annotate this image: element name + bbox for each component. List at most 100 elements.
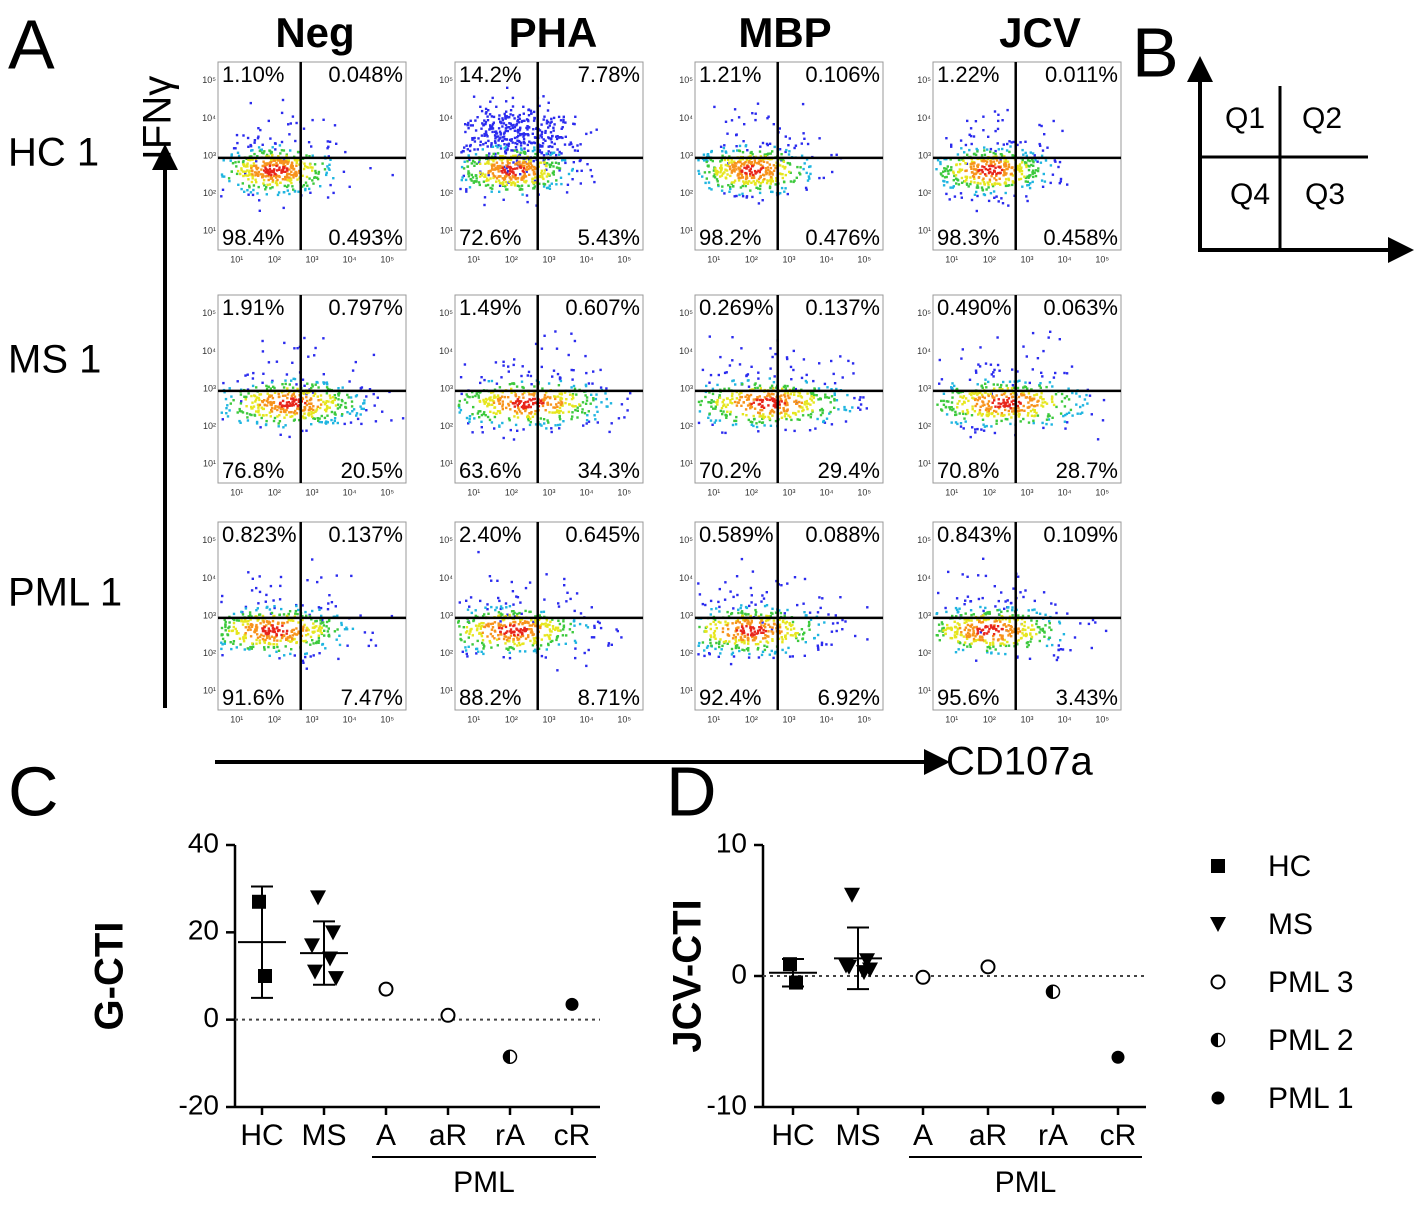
event-dot	[542, 418, 546, 421]
event-dot	[269, 159, 273, 162]
event-dot	[533, 638, 536, 642]
event-dot	[513, 149, 516, 152]
event-dot	[584, 354, 587, 358]
event-dot	[761, 399, 765, 402]
event-dot	[506, 170, 510, 173]
y-tick-label: 10⁴	[917, 346, 931, 356]
event-dot	[522, 642, 525, 645]
y-tick-label: 10²	[680, 188, 693, 198]
y-tick-label: 10³	[440, 610, 453, 620]
event-dot	[514, 175, 517, 178]
quadrant-percent: 70.8%	[937, 458, 999, 483]
x-tick-label: 10²	[745, 254, 758, 264]
event-dot	[511, 646, 514, 650]
event-dot	[982, 115, 985, 118]
event-dot	[730, 181, 734, 184]
event-dot	[479, 599, 482, 603]
event-dot	[960, 168, 964, 171]
event-dot	[518, 650, 522, 653]
event-dot	[558, 427, 561, 430]
event-dot	[1002, 401, 1005, 404]
event-dot	[766, 179, 769, 182]
event-dot	[579, 143, 582, 146]
x-tick-label: 10²	[983, 487, 996, 497]
event-dot	[480, 634, 484, 638]
event-dot	[527, 370, 531, 374]
event-dot	[295, 627, 298, 630]
event-dot	[558, 153, 561, 156]
event-dot	[325, 625, 328, 628]
event-dot	[254, 174, 257, 177]
event-dot	[575, 592, 579, 595]
event-dot	[530, 629, 533, 632]
event-dot	[962, 395, 966, 398]
event-dot	[1058, 182, 1061, 185]
event-dot	[500, 395, 504, 398]
y-tick-label: 10²	[680, 421, 693, 431]
event-dot	[270, 403, 273, 407]
event-dot	[1021, 159, 1024, 162]
event-dot	[549, 620, 552, 623]
event-dot	[772, 387, 775, 390]
event-dot	[494, 167, 497, 170]
event-dot	[942, 392, 946, 395]
quadrant-percent: 0.645%	[565, 522, 640, 547]
event-dot	[781, 165, 785, 168]
flow-x-label: CD107a	[946, 740, 1094, 784]
event-dot	[1044, 159, 1048, 162]
event-dot	[250, 149, 253, 152]
event-dot	[1066, 183, 1069, 186]
event-dot	[516, 412, 519, 415]
event-dot	[697, 644, 700, 647]
quadrant-percent: 29.4%	[818, 458, 880, 483]
event-dot	[818, 596, 821, 599]
event-dot	[511, 96, 515, 100]
event-dot	[752, 180, 755, 183]
event-dot	[495, 412, 498, 415]
event-dot	[276, 408, 279, 412]
event-dot	[236, 169, 240, 173]
event-dot	[278, 613, 281, 617]
event-dot	[552, 369, 556, 372]
event-dot	[244, 632, 247, 635]
event-dot	[491, 168, 495, 171]
x-tick-label: 10³	[305, 487, 318, 497]
event-dot	[710, 608, 713, 611]
event-dot	[255, 410, 258, 413]
event-dot	[728, 364, 732, 367]
event-dot	[227, 629, 231, 633]
event-dot	[270, 402, 273, 405]
event-dot	[501, 181, 505, 184]
event-dot	[1060, 392, 1064, 396]
event-dot	[1041, 421, 1044, 425]
event-dot	[570, 169, 574, 172]
event-dot	[755, 171, 758, 174]
event-dot	[492, 401, 496, 404]
event-dot	[1063, 420, 1067, 423]
event-dot	[730, 182, 733, 185]
event-dot	[568, 403, 571, 406]
event-dot	[369, 167, 372, 170]
event-dot	[522, 167, 526, 170]
event-dot	[565, 634, 568, 637]
event-dot	[482, 400, 486, 403]
event-dot	[501, 171, 504, 174]
event-dot	[774, 166, 777, 170]
event-dot	[292, 168, 295, 171]
event-dot	[1033, 409, 1036, 412]
event-dot	[322, 337, 325, 340]
event-dot	[510, 580, 513, 584]
event-dot	[976, 165, 979, 169]
event-dot	[490, 158, 493, 161]
event-dot	[1025, 154, 1028, 157]
event-dot	[263, 399, 266, 402]
event-dot	[511, 590, 515, 593]
event-dot	[539, 399, 543, 402]
event-dot	[308, 163, 312, 166]
event-dot	[479, 140, 482, 143]
quadrant-percent: 0.797%	[328, 295, 403, 320]
event-dot	[262, 179, 266, 182]
event-dot	[718, 419, 722, 422]
event-dot	[731, 336, 734, 339]
event-dot	[1036, 400, 1039, 403]
